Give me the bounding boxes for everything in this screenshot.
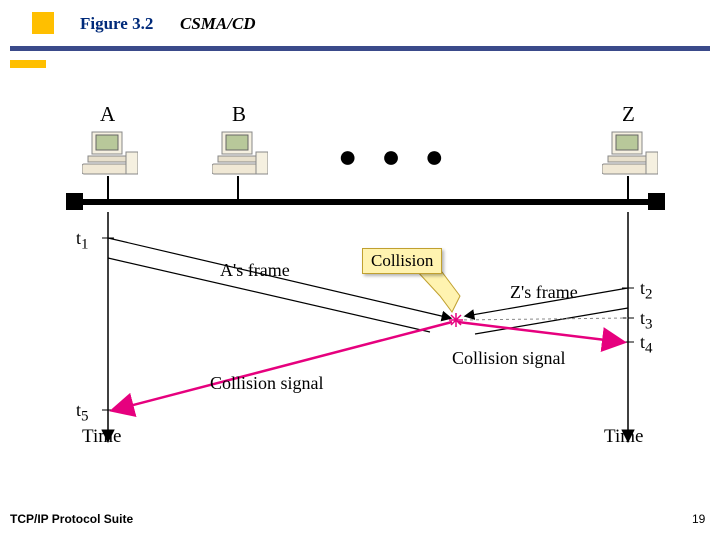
footer-text: TCP/IP Protocol Suite	[10, 512, 133, 526]
collision-signal-left-label: Collision signal	[210, 373, 324, 394]
t2-label: t2	[640, 278, 653, 304]
slide-root: Figure 3.2 CSMA/CD A B Z	[0, 0, 720, 540]
figure-title: CSMA/CD	[180, 14, 256, 34]
computer-z-icon	[602, 130, 658, 183]
collision-callout: Collision	[362, 248, 442, 274]
a-frame-label: A's frame	[220, 260, 290, 281]
ellipsis-dots: ● ● ●	[338, 138, 452, 175]
drop-cable-a	[107, 176, 109, 200]
page-number: 19	[692, 512, 705, 526]
computer-a-icon	[82, 130, 138, 183]
cable-line	[80, 199, 652, 205]
t1-label: t1	[76, 228, 89, 254]
csma-cd-diagram: A B Z	[70, 110, 650, 470]
computer-b-icon	[212, 130, 268, 183]
header-long-bar	[10, 46, 710, 51]
t5-label: t5	[76, 400, 89, 426]
t4-label: t4	[640, 332, 653, 358]
node-b-label: B	[232, 102, 246, 127]
node-z-label: Z	[622, 102, 635, 127]
z-frame-label: Z's frame	[510, 282, 578, 303]
header-short-bar	[10, 60, 46, 68]
cable-terminator-right	[648, 193, 665, 210]
collision-signal-right-label: Collision signal	[452, 348, 566, 369]
time-left-label: Time	[82, 426, 121, 448]
node-a-label: A	[100, 102, 115, 127]
drop-cable-z	[627, 176, 629, 200]
figure-number: Figure 3.2	[80, 14, 153, 34]
t3-label: t3	[640, 308, 653, 334]
time-right-label: Time	[604, 426, 643, 448]
drop-cable-b	[237, 176, 239, 200]
header-square-icon	[32, 12, 54, 34]
